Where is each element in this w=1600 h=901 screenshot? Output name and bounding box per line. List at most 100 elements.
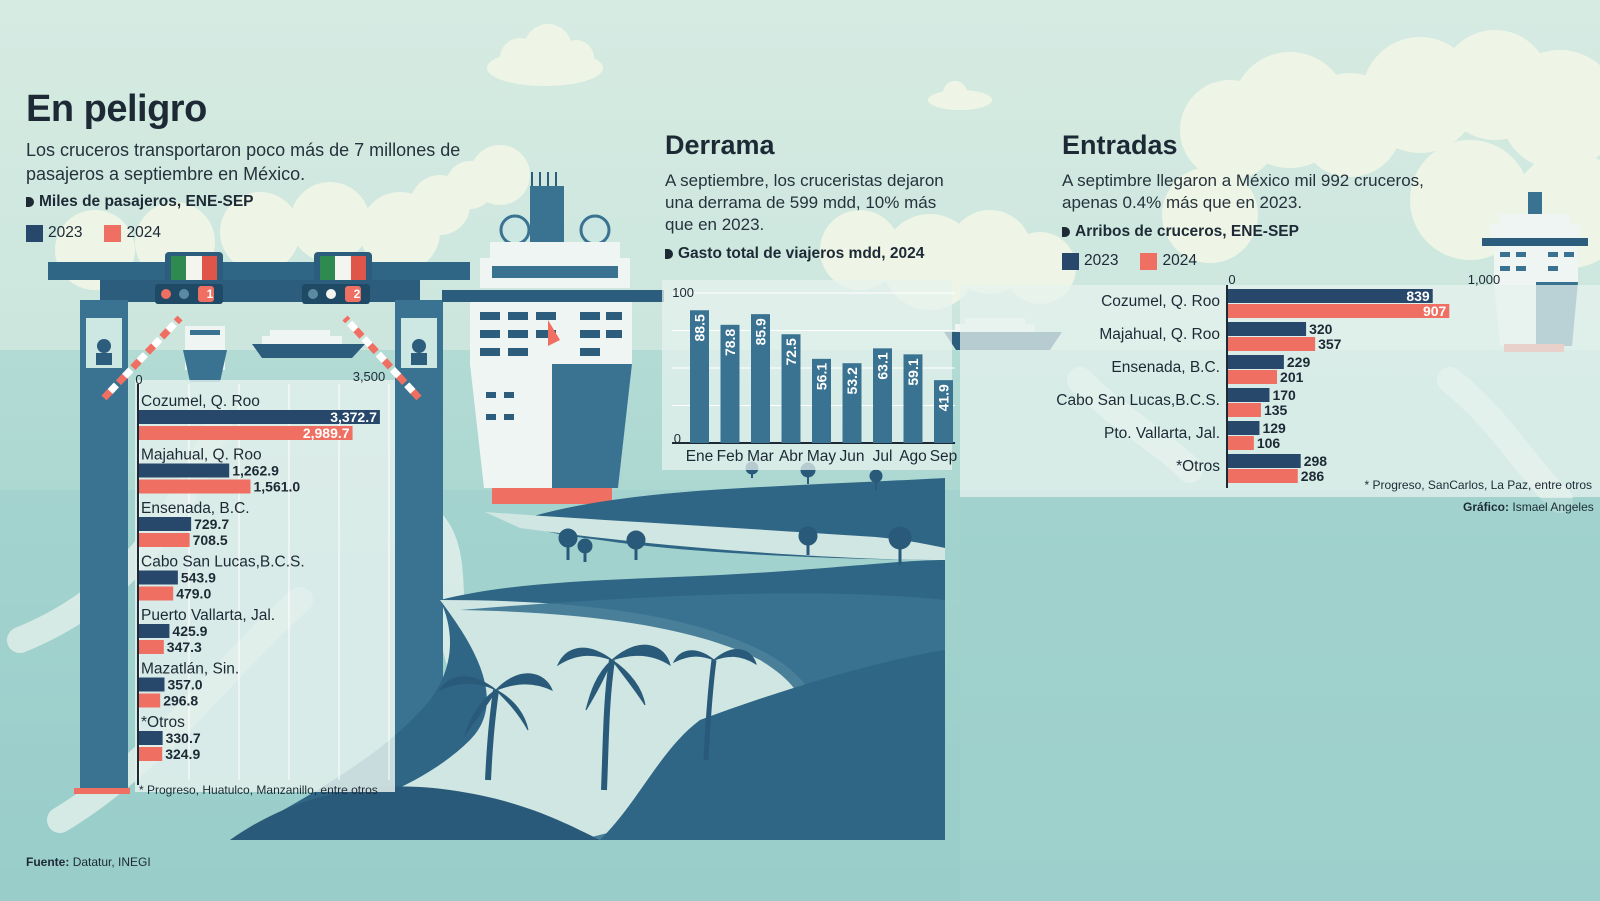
chart3-category-label: Ensenada, B.C. — [1111, 359, 1220, 376]
chart2-category-label: Ene — [686, 448, 714, 465]
source-note: Fuente: Datatur, INEGI — [26, 855, 151, 869]
page-subtitle: Los cruceros transportaron poco más de 7… — [26, 140, 461, 184]
legend-swatch-2023 — [1062, 252, 1079, 270]
chart3-data-label: 839 — [1406, 288, 1430, 304]
chart1-data-label: 3,372.7 — [330, 409, 377, 425]
chart2-data-label: 63.1 — [875, 352, 891, 379]
chart2-bar — [903, 354, 923, 443]
chart1-category-label: Majahual, Q. Roo — [141, 447, 262, 464]
chart3-data-label: 229 — [1287, 354, 1311, 370]
chart3-data-label: 286 — [1301, 468, 1325, 484]
chart1-bar-2023 — [139, 624, 170, 638]
chart2-bar — [873, 348, 892, 443]
chart1-bar-2023 — [139, 731, 163, 745]
chart3-bar-2023 — [1228, 421, 1260, 435]
derrama-description: A septiembre, los cruceristas dejaron un… — [665, 171, 944, 234]
chart3-bar-2024 — [1228, 304, 1450, 318]
chart3-bar-2024 — [1228, 370, 1278, 384]
chart1-data-label: 1,561.0 — [254, 479, 301, 495]
chart3-data-label: 357 — [1318, 336, 1342, 352]
chart2-bar — [781, 334, 801, 443]
chart3-bar-2024 — [1228, 337, 1316, 351]
chart2-category-label: Jul — [873, 448, 893, 465]
chart2-category-label: Abr — [779, 448, 803, 465]
chart3-data-label: 298 — [1304, 453, 1328, 469]
legend-label-2023: 2023 — [1084, 252, 1119, 269]
chart3-tick-label: 1,000 — [1468, 272, 1501, 287]
derrama-unit: Gasto total de viajeros mdd, 2024 — [665, 245, 924, 263]
chart1-data-label: 729.7 — [194, 516, 229, 532]
chart1-bar-2024 — [139, 426, 353, 440]
chart3-bar-2024 — [1228, 436, 1254, 450]
chart2-category-label: May — [807, 448, 837, 465]
legend-swatch-2024 — [1140, 252, 1158, 270]
legend-label-2024: 2024 — [1162, 252, 1197, 269]
chart2-data-label: 72.5 — [783, 338, 799, 365]
chart1-category-label: Mazatlán, Sin. — [141, 661, 239, 678]
chart2-data-label: 78.8 — [722, 329, 738, 356]
gate-number-left: 1 — [206, 287, 214, 301]
chart2-bar — [720, 324, 740, 443]
chart2-data-label: 53.2 — [844, 367, 860, 394]
page-title: En peligro — [26, 88, 207, 130]
legend-label-2024: 2024 — [126, 224, 161, 241]
chart3-category-label: Pto. Vallarta, Jal. — [1104, 425, 1220, 442]
chart1-data-label: 296.8 — [163, 693, 198, 709]
chart2-data-label: 59.1 — [905, 358, 921, 385]
chart3-category-label: *Otros — [1176, 458, 1220, 475]
chart1-category-label: Cabo San Lucas,B.C.S. — [141, 554, 305, 571]
chart2-category-label: Mar — [747, 448, 774, 465]
chart1-panel — [135, 380, 395, 792]
chart1-note: * Progreso, Huatulco, Manzanillo, entre … — [139, 783, 378, 797]
chart1-data-label: 324.9 — [165, 746, 200, 762]
chart3-bar-2023 — [1228, 289, 1433, 303]
entradas-title: Entradas — [1062, 130, 1178, 160]
chart3-data-label: 907 — [1423, 303, 1447, 319]
entradas-unit: Arribos de cruceros, ENE-SEP — [1062, 223, 1299, 241]
chart3-note: * Progreso, SanCarlos, La Paz, entre otr… — [1365, 478, 1592, 492]
chart3-data-label: 106 — [1257, 435, 1281, 451]
chart3-bar-2024 — [1228, 403, 1261, 417]
chart1-data-label: 347.3 — [167, 639, 202, 655]
chart2-category-label: Sep — [930, 448, 958, 465]
source-value: Datatur, INEGI — [72, 855, 151, 869]
chart3-tick-label: 0 — [1228, 272, 1235, 287]
chart2-tick-label: 100 — [672, 285, 694, 300]
chart1-tick-label: 3,500 — [353, 369, 386, 384]
chart2-bar — [690, 310, 709, 443]
chart3-category-label: Cozumel, Q. Roo — [1101, 293, 1220, 310]
chart3-data-label: 201 — [1280, 369, 1304, 385]
chart2-category-label: Jun — [840, 448, 865, 465]
chart1-bar-2023 — [139, 463, 230, 478]
large-ship — [442, 172, 664, 504]
legend-pasajeros: 2023 2024 — [26, 224, 183, 242]
chart1-data-label: 2,989.7 — [303, 425, 350, 441]
chart2-data-label: 56.1 — [814, 363, 830, 390]
chart1-bar-2023 — [139, 517, 192, 531]
chart1-bar-2024 — [139, 586, 174, 601]
chart1-data-label: 479.0 — [176, 586, 211, 602]
chart2-tick-label: 0 — [674, 431, 681, 446]
chart2-data-label: 88.5 — [692, 314, 708, 341]
chart1-bar-2024 — [139, 479, 251, 494]
chart2-bar — [812, 358, 831, 443]
chart1-category-label: Puerto Vallarta, Jal. — [141, 607, 275, 624]
chart1-category-label: Ensenada, B.C. — [141, 500, 250, 517]
chart3-category-label: Cabo San Lucas,B.C.S. — [1056, 392, 1220, 409]
chart1-bar-2024 — [139, 747, 163, 761]
chart1-data-label: 1,262.9 — [232, 463, 279, 479]
chart1-data-label: 330.7 — [166, 730, 201, 746]
chart1-bar-2024 — [139, 533, 190, 547]
chart1-data-label: 543.9 — [181, 570, 216, 586]
credit-label: Gráfico: — [1463, 500, 1510, 514]
chart1-tick-label: 0 — [135, 372, 142, 387]
chart1-data-label: 708.5 — [193, 532, 228, 548]
chart1-bar-2023 — [139, 410, 380, 424]
chart1-bar-2023 — [139, 570, 178, 585]
chart3-bar-2024 — [1228, 469, 1298, 483]
chart2-bar — [842, 363, 862, 443]
credit-value: Ismael Angeles — [1512, 500, 1594, 514]
derrama-title: Derrama — [665, 130, 775, 160]
legend-swatch-2024 — [104, 224, 122, 242]
